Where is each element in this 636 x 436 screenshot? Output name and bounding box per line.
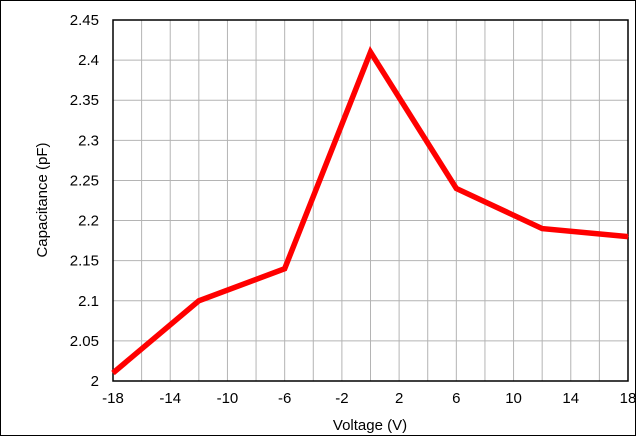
y-tick-label: 2.45 <box>70 12 99 29</box>
data-point <box>112 372 114 374</box>
x-tick-labels: -18 -14 -10 -6 -2 2 6 10 14 18 <box>102 390 636 407</box>
y-axis-label: Capacitance (pF) <box>34 142 51 257</box>
x-tick-label: 2 <box>395 390 403 407</box>
x-tick-label: -18 <box>102 390 124 407</box>
y-tick-label: 2.15 <box>70 253 99 270</box>
x-tick-label: -10 <box>217 390 239 407</box>
y-tick-labels: 2 2.05 2.1 2.15 2.2 2.25 2.3 2.35 2.4 2.45 <box>70 12 99 390</box>
x-tick-label: -2 <box>335 390 348 407</box>
data-point <box>455 187 457 189</box>
x-tick-label: 10 <box>505 390 522 407</box>
x-tick-label: 18 <box>620 390 636 407</box>
y-tick-label: 2.05 <box>70 333 99 350</box>
x-tick-label: -14 <box>159 390 181 407</box>
y-tick-label: 2.1 <box>78 293 99 310</box>
y-tick-label: 2.4 <box>78 52 99 69</box>
y-tick-label: 2 <box>91 373 99 390</box>
y-tick-label: 2.2 <box>78 213 99 230</box>
x-tick-label: 6 <box>452 390 460 407</box>
y-tick-label: 2.3 <box>78 132 99 149</box>
data-point <box>627 236 629 238</box>
data-point <box>284 268 286 270</box>
x-axis-label: Voltage (V) <box>333 417 407 434</box>
data-point <box>198 300 200 302</box>
y-tick-label: 2.35 <box>70 92 99 109</box>
series-layer <box>111 46 629 376</box>
y-tick-label: 2.25 <box>70 172 99 189</box>
plot-border <box>112 19 629 382</box>
data-point <box>541 228 543 230</box>
data-point <box>370 51 371 53</box>
x-tick-label: -6 <box>278 390 291 407</box>
x-tick-label: 14 <box>562 390 579 407</box>
